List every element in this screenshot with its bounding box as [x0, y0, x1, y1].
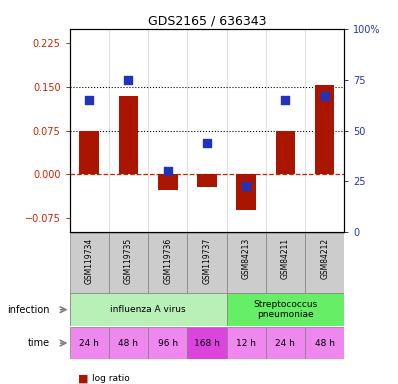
Bar: [305, 233, 344, 293]
Text: GSM119734: GSM119734: [85, 238, 94, 284]
Text: ■: ■: [78, 374, 88, 384]
Bar: [158, 174, 178, 190]
Point: [243, 182, 250, 189]
Text: GSM84212: GSM84212: [320, 238, 329, 279]
Bar: [109, 327, 148, 359]
Bar: [266, 327, 305, 359]
Bar: [187, 233, 226, 293]
Text: GSM119737: GSM119737: [203, 238, 211, 284]
Bar: [70, 327, 109, 359]
Point: [125, 76, 132, 83]
Bar: [226, 233, 266, 293]
Text: 24 h: 24 h: [275, 339, 295, 348]
Bar: [109, 233, 148, 293]
Bar: [148, 233, 187, 293]
Bar: [80, 131, 99, 174]
Text: log ratio: log ratio: [92, 374, 129, 383]
Text: GSM119735: GSM119735: [124, 238, 133, 284]
Bar: [315, 85, 334, 174]
Bar: [148, 327, 187, 359]
Text: 96 h: 96 h: [158, 339, 178, 348]
Bar: [226, 293, 344, 326]
Bar: [275, 131, 295, 174]
Point: [204, 140, 210, 146]
Bar: [305, 327, 344, 359]
Bar: [119, 96, 139, 174]
Bar: [70, 233, 109, 293]
Bar: [266, 233, 305, 293]
Text: Streptococcus
pneumoniae: Streptococcus pneumoniae: [253, 300, 318, 319]
Text: infection: infection: [8, 305, 50, 315]
Bar: [197, 174, 217, 187]
Text: GSM84213: GSM84213: [242, 238, 251, 279]
Point: [86, 97, 92, 103]
Bar: [187, 327, 226, 359]
Text: 24 h: 24 h: [79, 339, 99, 348]
Text: time: time: [28, 338, 50, 348]
Text: influenza A virus: influenza A virus: [110, 305, 186, 314]
Bar: [236, 174, 256, 210]
Point: [164, 168, 171, 174]
Text: 168 h: 168 h: [194, 339, 220, 348]
Point: [282, 97, 289, 103]
Text: 12 h: 12 h: [236, 339, 256, 348]
Text: GSM119736: GSM119736: [163, 238, 172, 284]
Text: 48 h: 48 h: [315, 339, 335, 348]
Title: GDS2165 / 636343: GDS2165 / 636343: [148, 15, 266, 28]
Bar: [226, 327, 266, 359]
Text: GSM84211: GSM84211: [281, 238, 290, 279]
Point: [322, 93, 328, 99]
Text: 48 h: 48 h: [119, 339, 139, 348]
Bar: [70, 293, 226, 326]
